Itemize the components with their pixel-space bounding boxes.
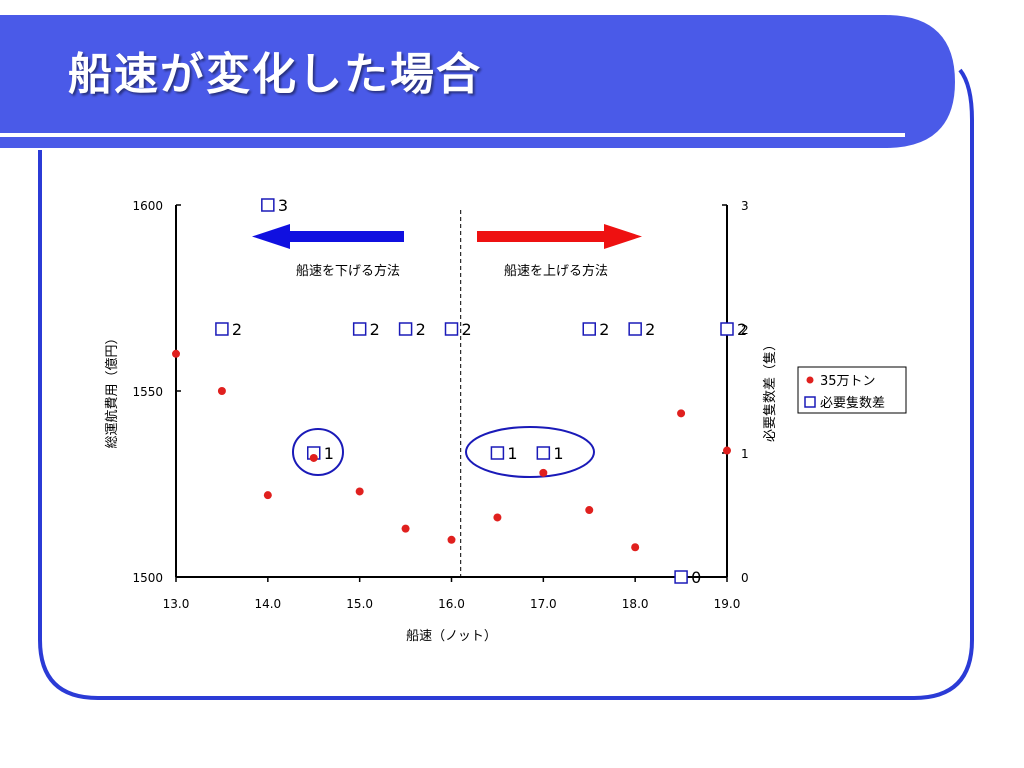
right-arrow-head bbox=[604, 224, 642, 249]
slide-frame bbox=[38, 68, 974, 700]
left-arrow-shaft bbox=[285, 231, 404, 242]
square-point bbox=[582, 322, 596, 336]
square-point bbox=[490, 446, 505, 460]
dot-point bbox=[355, 487, 364, 496]
right-annotation-text: 船速を上げる方法 bbox=[504, 263, 608, 279]
square-point-label: 1 bbox=[553, 444, 563, 463]
square-point bbox=[674, 570, 688, 584]
dot-point bbox=[172, 349, 180, 358]
x-tick-label: 17.0 bbox=[530, 597, 557, 611]
x-tick-label: 16.0 bbox=[438, 597, 465, 611]
highlight-circle-right bbox=[465, 426, 595, 478]
x-tick-label: 19.0 bbox=[714, 597, 741, 611]
dot-point bbox=[217, 387, 226, 395]
title-bar bbox=[0, 15, 955, 148]
highlight-circle-left bbox=[292, 428, 344, 476]
left-annotation-text: 船速を下げる方法 bbox=[296, 263, 400, 279]
left-arrow-head bbox=[252, 224, 290, 249]
square-point bbox=[444, 322, 459, 336]
x-axis-title: 船速（ノット） bbox=[406, 629, 497, 644]
y-left-tick-label: 1500 bbox=[132, 571, 163, 585]
y-right-tick-label: 2 bbox=[741, 323, 749, 337]
dot-point bbox=[447, 535, 456, 544]
square-point bbox=[536, 446, 551, 460]
square-point-label: 1 bbox=[507, 444, 517, 463]
legend-label-dot: 35万トン bbox=[820, 374, 876, 389]
dot-point bbox=[585, 506, 594, 515]
square-point-label: 2 bbox=[416, 320, 426, 339]
square-point-label: 2 bbox=[232, 320, 242, 339]
square-point-label: 0 bbox=[691, 568, 701, 587]
legend-label-square: 必要隻数差 bbox=[820, 396, 885, 411]
chart-marks: 3 2 2 2 2 2 2 2 1 1 1 0 bbox=[172, 196, 747, 587]
legend-square-marker bbox=[804, 396, 816, 408]
dot-point bbox=[401, 524, 410, 533]
dot-point bbox=[493, 513, 502, 522]
square-point-label: 2 bbox=[462, 320, 472, 339]
x-tick-label: 14.0 bbox=[254, 597, 281, 611]
legend-box bbox=[797, 366, 907, 414]
legend-dot-marker bbox=[806, 376, 814, 384]
square-point-label: 2 bbox=[599, 320, 609, 339]
square-point bbox=[628, 322, 642, 336]
dot-point bbox=[631, 543, 640, 552]
dot-point bbox=[309, 453, 318, 462]
square-point bbox=[720, 322, 734, 336]
y-right-tick-label: 0 bbox=[741, 571, 749, 585]
dot-point bbox=[263, 491, 272, 500]
y-left-axis-title: 総運航費用（億円） bbox=[104, 331, 120, 448]
chart-axes: 13.0 14.0 15.0 16.0 17.0 18.0 19.0 1500 1550 1600… bbox=[104, 199, 778, 644]
dot-point bbox=[677, 409, 686, 418]
dot-point bbox=[539, 468, 548, 477]
dot-point bbox=[723, 446, 731, 455]
square-point-label: 3 bbox=[278, 196, 288, 215]
square-point-label: 2 bbox=[370, 320, 380, 339]
x-tick-label: 13.0 bbox=[163, 597, 190, 611]
square-point bbox=[215, 322, 229, 336]
y-left-tick-label: 1550 bbox=[132, 385, 163, 399]
y-right-tick-label: 3 bbox=[741, 199, 749, 213]
square-point-label: 2 bbox=[737, 320, 747, 339]
y-right-axis-title: 必要隻数差（隻） bbox=[763, 338, 778, 442]
y-left-tick-label: 1600 bbox=[132, 199, 163, 213]
square-point-label: 1 bbox=[324, 444, 334, 463]
square-point-label: 2 bbox=[645, 320, 655, 339]
x-tick-label: 18.0 bbox=[622, 597, 649, 611]
square-point bbox=[261, 198, 275, 212]
square-point bbox=[398, 322, 413, 336]
x-tick-label: 15.0 bbox=[346, 597, 373, 611]
right-arrow-shaft bbox=[477, 231, 606, 242]
annotations-group: 船速を下げる方法 船速を上げる方法 bbox=[252, 224, 642, 478]
slide-title: 船速が変化した場合 bbox=[68, 49, 482, 100]
square-point bbox=[352, 322, 367, 336]
y-right-tick-label: 1 bbox=[741, 447, 749, 461]
